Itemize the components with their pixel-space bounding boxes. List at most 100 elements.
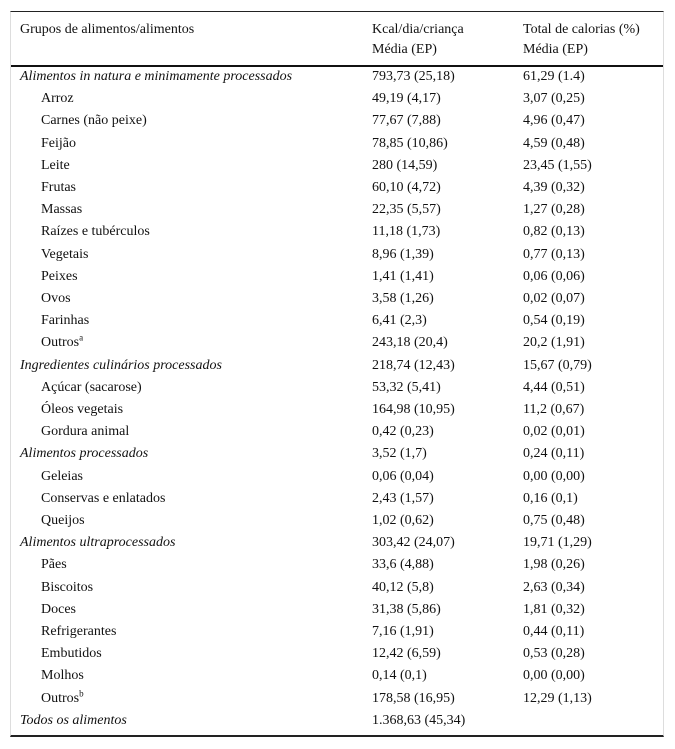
header-kcal: Kcal/dia/criança Média (EP) [372, 20, 464, 60]
row-label-text: Açúcar (sacarose) [41, 379, 142, 395]
row-label-text: Embutidos [41, 646, 102, 662]
table-row: Leite 280 (14,59) 23,45 (1,55) [11, 155, 663, 177]
table-row: Óleos vegetais 164,98 (10,95) 11,2 (0,67) [11, 399, 663, 421]
percent-value: 0,82 (0,13) [523, 224, 585, 240]
row-label: Raízes e tubérculos [41, 221, 150, 243]
row-label: Embutidos [41, 643, 102, 665]
kcal-value: 12,42 (6,59) [372, 646, 441, 662]
percent-value: 3,07 (0,25) [523, 91, 585, 107]
percent-value: 23,45 (1,55) [523, 157, 592, 173]
row-label-text: Óleos vegetais [41, 402, 124, 417]
row-label: Alimentos in natura e minimamente proces… [20, 66, 292, 88]
percent-value: 4,44 (0,51) [523, 379, 585, 395]
kcal-value: 280 (14,59) [372, 157, 438, 173]
footnote-marker: a [79, 332, 84, 343]
table-row: Frutas 60,10 (4,72) 4,39 (0,32) [11, 177, 663, 199]
table-row: Arroz 49,19 (4,17) 3,07 (0,25) [11, 88, 663, 110]
row-label: Refrigerantes [41, 621, 116, 643]
table-row: Doces 31,38 (5,86) 1,81 (0,32) [11, 599, 663, 621]
percent-value: 0,00 (0,00) [523, 468, 585, 484]
group-row: Ingredientes culinários processados 218,7… [11, 355, 663, 377]
kcal-value: 33,6 (4,88) [372, 557, 434, 573]
percent-value: 4,59 (0,48) [523, 135, 585, 151]
kcal-value: 2,43 (1,57) [372, 490, 434, 506]
kcal-value: 1,02 (0,62) [372, 513, 434, 528]
table-row: Carnes (não peixe) 77,67 (7,88) 4,96 (0,47… [11, 110, 663, 132]
group-row: Todos os alimentos 1.368,63 (45,34) [11, 710, 663, 732]
table-row: Gordura animal 0,42 (0,23) 0,02 (0,01) [11, 421, 663, 443]
percent-value: 0,77 (0,13) [523, 246, 585, 262]
row-label: Açúcar (sacarose) [41, 377, 142, 399]
row-label: Outrosa [41, 332, 83, 354]
percent-value: 61,29 (1.4) [523, 69, 585, 84]
kcal-value: 0,06 (0,04) [372, 468, 434, 484]
kcal-value: 6,41 (2,3) [372, 313, 427, 329]
kcal-value: 40,12 (5,8) [372, 579, 434, 595]
kcal-value: 0,42 (0,23) [372, 424, 434, 440]
row-label-text: Feijão [41, 135, 76, 151]
kcal-value: 218,74 (12,43) [372, 357, 455, 373]
kcal-value: 303,42 (24,07) [372, 535, 455, 551]
percent-value: 0,16 (0,1) [523, 490, 578, 506]
row-label: Biscoitos [41, 577, 93, 599]
percent-value: 4,96 (0,47) [523, 113, 585, 129]
percent-value: 19,71 (1,29) [523, 535, 592, 551]
kcal-value: 0,14 (0,1) [372, 668, 427, 684]
row-label: Vegetais [41, 244, 88, 266]
header-percent-subtitle: Média (EP) [523, 42, 588, 57]
table-header: Grupos de alimentos/alimentos Kcal/dia/c… [11, 12, 663, 67]
row-label: Queijos [41, 510, 85, 532]
kcal-value: 11,18 (1,73) [372, 224, 441, 240]
table-row: Vegetais 8,96 (1,39) 0,77 (0,13) [11, 244, 663, 266]
footnote-marker: b [79, 687, 84, 698]
row-label: Carnes (não peixe) [41, 110, 147, 132]
kcal-value: 22,35 (5,57) [372, 202, 441, 218]
row-label: Leite [41, 155, 70, 177]
row-label-text: Molhos [41, 668, 84, 684]
row-label: Molhos [41, 665, 84, 687]
kcal-value: 53,32 (5,41) [372, 379, 441, 395]
header-kcal-subtitle: Média (EP) [372, 42, 437, 57]
table-row: Peixes 1,41 (1,41) 0,06 (0,06) [11, 266, 663, 288]
percent-value: 0,24 (0,11) [523, 446, 585, 462]
group-row: Alimentos processados 3,52 (1,7) 0,24 (0,1… [11, 443, 663, 465]
table-row: Massas 22,35 (5,57) 1,27 (0,28) [11, 199, 663, 221]
row-label: Feijão [41, 133, 76, 155]
kcal-value: 3,58 (1,26) [372, 291, 434, 306]
row-label-text: Gordura animal [41, 424, 130, 440]
row-label: Todos os alimentos [20, 710, 127, 732]
percent-value: 0,75 (0,48) [523, 513, 585, 528]
row-label: Arroz [41, 88, 74, 110]
percent-value: 0,06 (0,06) [523, 268, 585, 284]
row-label-text: Vegetais [41, 246, 89, 262]
nutrition-table: Grupos de alimentos/alimentos Kcal/dia/c… [10, 11, 664, 737]
row-label-text: Frutas [41, 180, 76, 195]
row-label: Frutas [41, 177, 76, 199]
row-label-text: Todos os alimentos [20, 712, 127, 728]
percent-value: 20,2 (1,91) [523, 335, 585, 351]
table-row: Biscoitos 40,12 (5,8) 2,63 (0,34) [11, 577, 663, 599]
kcal-value: 7,16 (1,91) [372, 624, 434, 639]
table-row: Queijos 1,02 (0,62) 0,75 (0,48) [11, 510, 663, 532]
table-row: Farinhas 6,41 (2,3) 0,54 (0,19) [11, 310, 663, 332]
row-label: Massas [41, 199, 82, 221]
header-kcal-title: Kcal/dia/criança [372, 22, 464, 37]
kcal-value: 8,96 (1,39) [372, 246, 434, 262]
row-label-text: Conservas e enlatados [41, 490, 166, 506]
row-label-text: Carnes (não peixe) [41, 113, 147, 129]
row-label-text: Outros [41, 335, 80, 351]
percent-value: 0,54 (0,19) [523, 313, 585, 329]
percent-value: 11,2 (0,67) [523, 402, 585, 417]
table-row: Feijão 78,85 (10,86) 4,59 (0,48) [11, 133, 663, 155]
header-percent-title: Total de calorias (%) [523, 22, 640, 37]
row-label-text: Massas [41, 202, 83, 218]
row-label: Gordura animal [41, 421, 129, 443]
kcal-value: 77,67 (7,88) [372, 113, 441, 129]
row-label-text: Farinhas [41, 313, 90, 329]
row-label: Ovos [41, 288, 71, 310]
row-label: Alimentos processados [20, 443, 148, 465]
row-label-text: Pães [41, 557, 67, 573]
kcal-value: 178,58 (16,95) [372, 690, 455, 706]
header-groups: Grupos de alimentos/alimentos [20, 22, 195, 37]
row-label: Doces [41, 599, 76, 621]
